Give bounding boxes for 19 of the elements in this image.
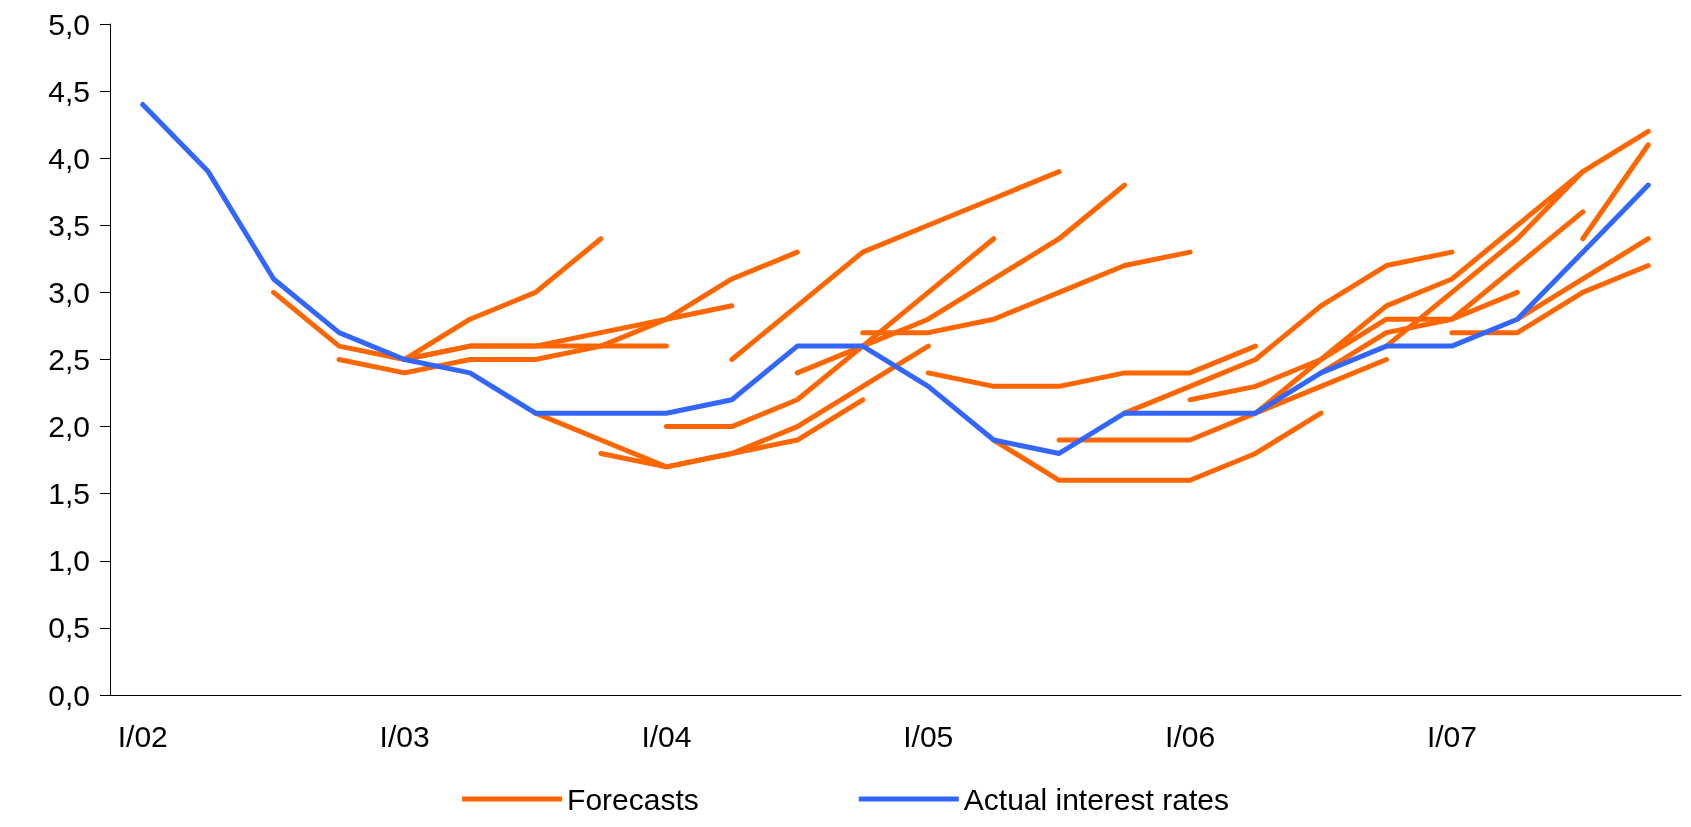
y-tick-label: 0,5 [48, 611, 90, 645]
x-tick-label: I/04 [641, 719, 692, 753]
y-tick-label: 5,0 [48, 7, 90, 41]
x-tick-label: I/06 [1165, 719, 1216, 753]
legend-label: Forecasts [567, 782, 699, 816]
x-tick-label: I/05 [903, 719, 954, 753]
y-tick-label: 2,5 [48, 343, 90, 376]
y-tick-label: 3,0 [48, 275, 90, 309]
y-tick-label: 1,0 [48, 544, 90, 578]
y-tick-label: 3,5 [48, 208, 90, 242]
y-tick-label: 4,0 [48, 141, 90, 175]
y-tick-label: 2,0 [48, 410, 90, 444]
x-tick-label: I/03 [379, 719, 430, 753]
y-tick-label: 0,0 [48, 678, 90, 712]
x-tick-label: I/07 [1426, 719, 1477, 753]
x-tick-label: I/02 [117, 719, 168, 753]
y-tick-label: 1,5 [48, 477, 90, 511]
y-tick-label: 4,5 [48, 74, 90, 108]
legend-label: Actual interest rates [963, 782, 1229, 816]
